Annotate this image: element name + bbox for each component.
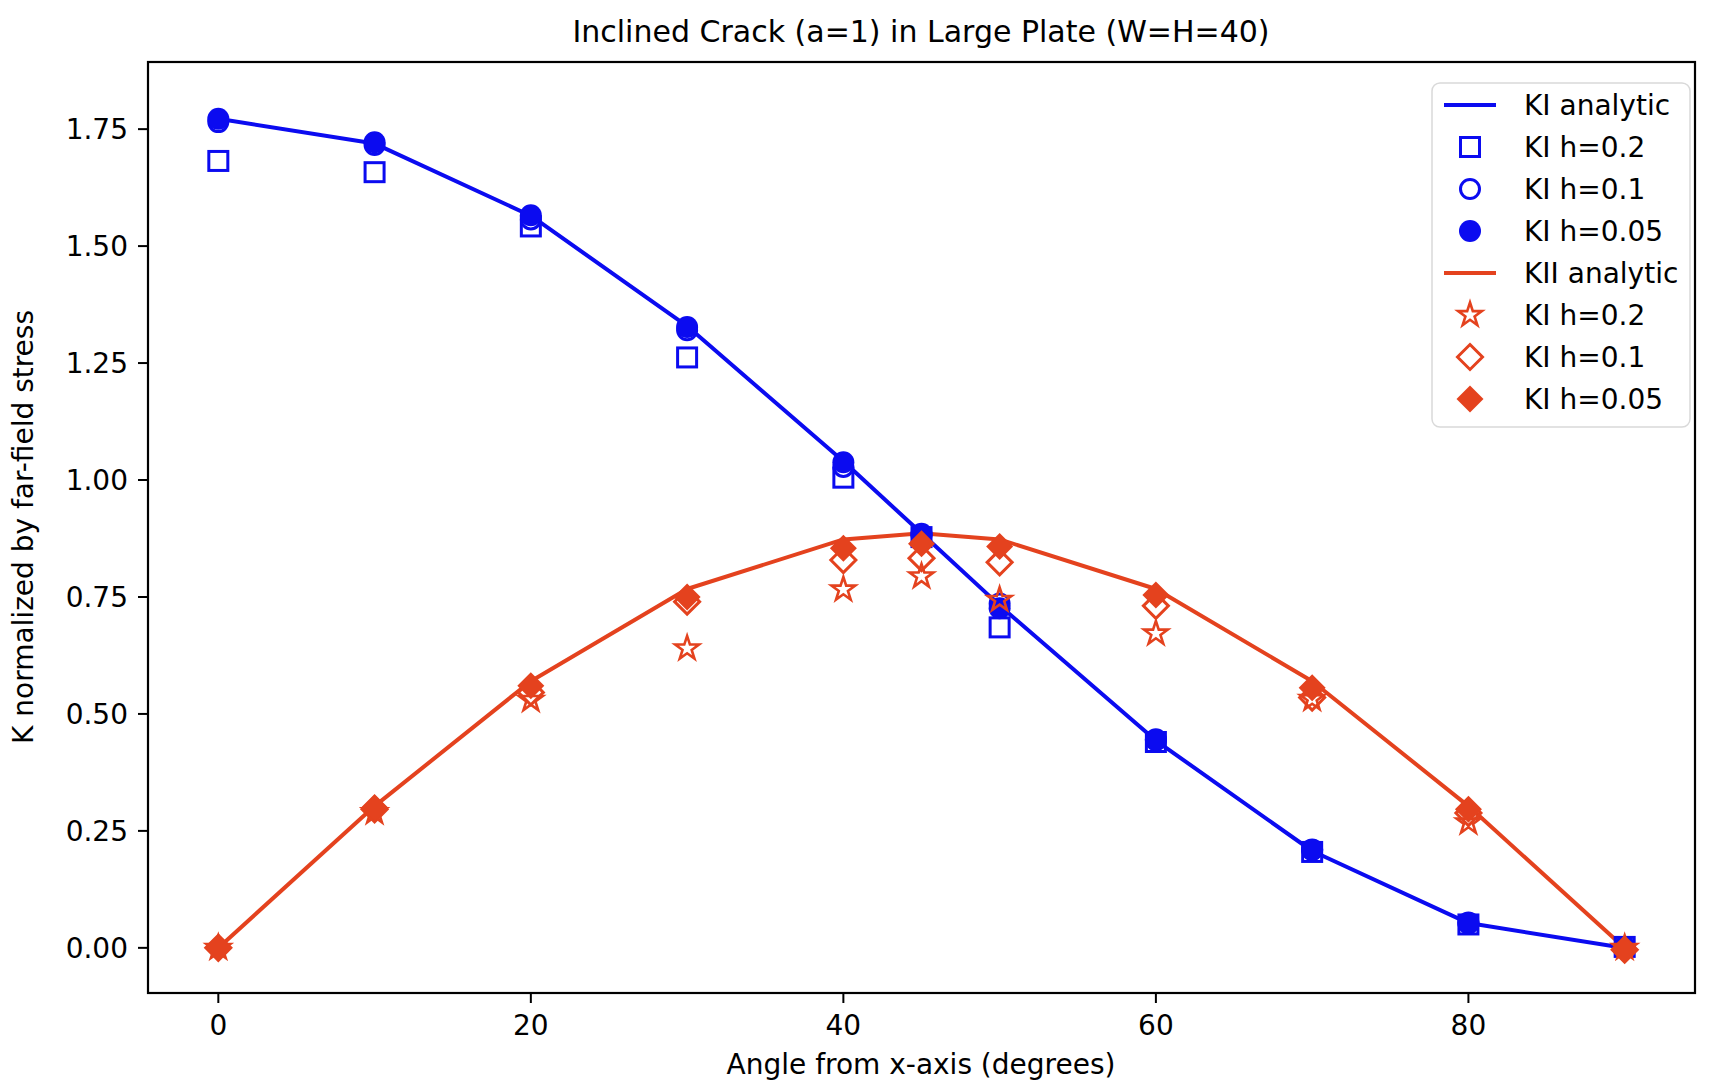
- marker-circle-filled: [676, 316, 698, 338]
- y-tick-label: 1.75: [66, 113, 128, 146]
- marker-circle-filled: [1457, 912, 1479, 934]
- y-tick-label: 0.50: [66, 698, 128, 731]
- chart-canvas: Inclined Crack (a=1) in Large Plate (W=H…: [0, 0, 1710, 1086]
- y-axis-label: K normalized by far-field stress: [7, 310, 40, 744]
- y-tick-label: 1.25: [66, 347, 128, 380]
- marker-circle-filled: [832, 451, 854, 473]
- legend-label: KI h=0.1: [1524, 173, 1645, 206]
- series-markers-red-star-open: [206, 564, 1636, 958]
- y-tick-label: 0.25: [66, 815, 128, 848]
- x-tick-label: 60: [1138, 1009, 1174, 1042]
- marker-circle-filled: [1459, 220, 1481, 242]
- y-tick-label: 0.75: [66, 581, 128, 614]
- marker-circle-filled: [364, 131, 386, 153]
- legend-label: KI h=0.05: [1524, 383, 1663, 416]
- marker-square-open: [209, 151, 228, 170]
- series-markers-red-diamond-filled: [205, 530, 1638, 963]
- chart-title: Inclined Crack (a=1) in Large Plate (W=H…: [572, 14, 1269, 49]
- series-line-KII-analytic: [218, 533, 1624, 948]
- x-tick-label: 0: [209, 1009, 227, 1042]
- marker-star-open: [675, 636, 699, 659]
- y-tick-label: 1.00: [66, 464, 128, 497]
- legend-label: KI analytic: [1524, 89, 1670, 122]
- y-tick-label: 0.00: [66, 932, 128, 965]
- legend-label: KI h=0.2: [1524, 131, 1645, 164]
- marker-square-open: [990, 618, 1009, 637]
- legend-label: KI h=0.2: [1524, 299, 1645, 332]
- marker-square-open: [365, 163, 384, 182]
- marker-circle-filled: [207, 108, 229, 130]
- legend-label: KI h=0.1: [1524, 341, 1645, 374]
- x-tick-label: 80: [1451, 1009, 1487, 1042]
- marker-star-open: [831, 577, 855, 600]
- x-axis-label: Angle from x-axis (degrees): [727, 1048, 1116, 1081]
- marker-circle-filled: [520, 204, 542, 226]
- figure: Inclined Crack (a=1) in Large Plate (W=H…: [0, 0, 1710, 1086]
- legend-label: KI h=0.05: [1524, 215, 1663, 248]
- x-tick-label: 40: [826, 1009, 862, 1042]
- legend: KI analytic KI h=0.2 KI h=0.1 KI h=0.05 KII …: [1432, 83, 1690, 427]
- marker-star-open: [910, 564, 934, 587]
- marker-circle-filled: [1301, 839, 1323, 861]
- marker-square-open: [678, 348, 697, 367]
- marker-circle-filled: [1145, 728, 1167, 750]
- y-tick-label: 1.50: [66, 230, 128, 263]
- marker-star-open: [1144, 621, 1168, 644]
- series-layer: [205, 108, 1638, 963]
- x-tick-label: 20: [513, 1009, 549, 1042]
- legend-label: KII analytic: [1524, 257, 1678, 290]
- ticks-layer: 0 20 40 60 80 0.00 0.25 0.50 0.75 1.00 1.25 1.50 1.7…: [66, 113, 1487, 1042]
